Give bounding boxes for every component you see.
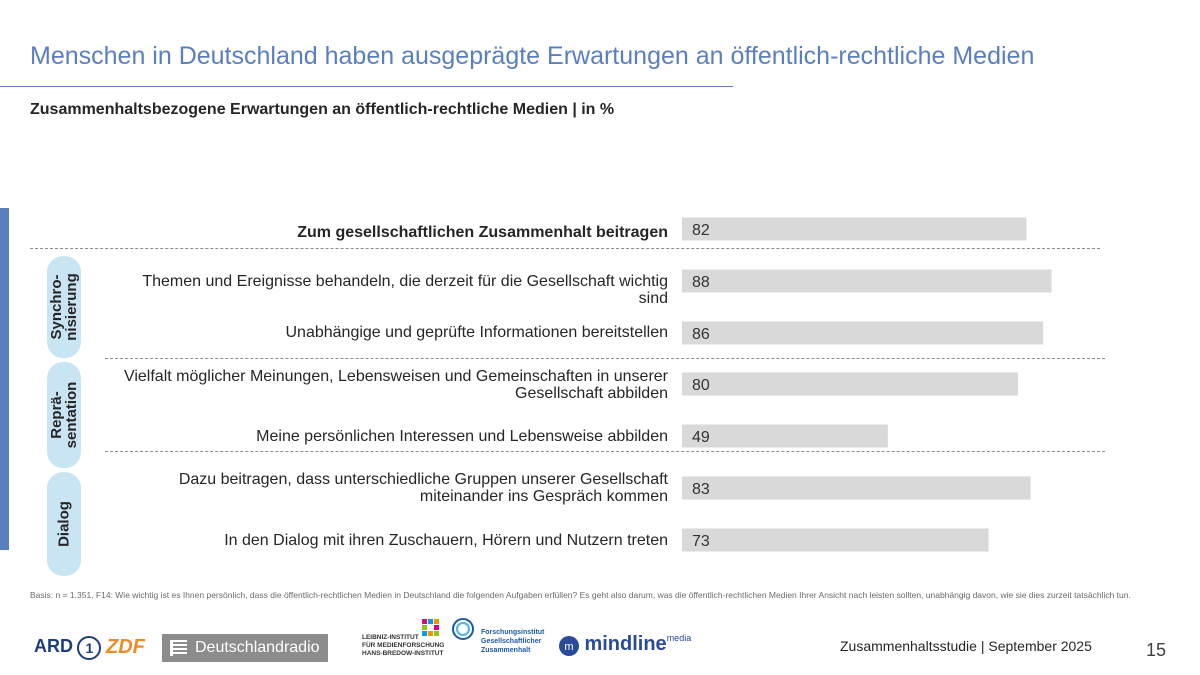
bar <box>682 269 1052 293</box>
bar-value-label: 82 <box>692 222 710 239</box>
bar <box>682 476 1031 500</box>
page-title: Menschen in Deutschland haben ausgeprägt… <box>30 42 1035 70</box>
separator-line <box>105 358 1105 359</box>
fgz-line-2: Gesellschaftlicher <box>481 638 542 645</box>
mindline-logo-text: mindline <box>584 633 667 655</box>
bar <box>682 321 1044 345</box>
leibniz-mark-icon <box>422 619 440 642</box>
svg-text:m: m <box>564 641 573 653</box>
bar-value-label: 86 <box>692 326 710 343</box>
bar-value-label: 80 <box>692 377 710 394</box>
deutschlandradio-icon <box>170 639 187 656</box>
mindline-icon: m <box>559 635 579 656</box>
ard-logo-text: ARD <box>34 636 73 657</box>
group-pill-dialog: Dialog <box>47 472 81 576</box>
page-number: 15 <box>1146 640 1167 660</box>
footer-study-label: Zusammenhaltsstudie | September 2025 <box>840 638 1092 654</box>
leibniz-institut-logo: LEIBNIZ-INSTITUT FÜR MEDIENFORSCHUNG HAN… <box>362 634 444 658</box>
bar-value-label: 73 <box>692 533 710 550</box>
mindline-logo: m mindlinemedia <box>558 633 691 657</box>
fgz-line-1: Forschungsinstitut <box>481 629 545 636</box>
bar-value-label: 49 <box>692 429 710 446</box>
ard-logo-number: 1 <box>77 636 102 660</box>
leibniz-line-3: HANS-BREDOW-INSTITUT <box>362 650 444 657</box>
bar-value-label: 88 <box>692 274 710 291</box>
category-label: Meine persönlichen Interessen und Lebens… <box>256 428 668 445</box>
title-divider <box>0 86 733 87</box>
fgz-line-3: Zusammenhalt <box>481 647 531 654</box>
left-accent-bar <box>0 208 9 550</box>
bar <box>682 528 989 552</box>
category-label: Zum gesellschaftlichen Zusammenhalt beit… <box>297 224 668 241</box>
category-label: Unabhängige und geprüfte Informationen b… <box>285 324 669 341</box>
bar <box>682 217 1027 241</box>
chart-subtitle: Zusammenhaltsbezogene Erwartungen an öff… <box>30 101 615 118</box>
category-label: Vielfalt möglicher Meinungen, Lebensweis… <box>123 368 668 402</box>
bar <box>682 372 1018 396</box>
group-pill-repraesentation: Reprä- sentation <box>47 362 81 468</box>
deutschlandradio-logo-text: Deutschlandradio <box>195 639 320 656</box>
separator-line <box>30 248 1100 249</box>
leibniz-line-2: FÜR MEDIENFORSCHUNG <box>362 642 445 649</box>
fgz-ring-icon <box>451 617 475 646</box>
separator-line <box>105 451 1105 452</box>
fgz-logo: Forschungsinstitut Gesellschaftlicher Zu… <box>481 628 544 655</box>
footnote: Basis: n = 1.351, F14: Wie wichtig ist e… <box>30 590 1131 600</box>
bar-value-label: 83 <box>692 481 710 498</box>
category-label: Themen und Ereignisse behandeln, die der… <box>142 273 668 307</box>
group-pill-synchronisierung: Synchro- nisierung <box>47 256 81 358</box>
zdf-logo: ZDF <box>106 636 145 658</box>
ard-logo: ARD 1 <box>34 636 102 660</box>
bar <box>682 424 888 448</box>
category-label: In den Dialog mit ihren Zuschauern, Höre… <box>224 532 668 549</box>
mindline-logo-sub: media <box>666 633 692 643</box>
leibniz-line-1: LEIBNIZ-INSTITUT <box>362 634 419 641</box>
deutschlandradio-logo: Deutschlandradio <box>162 634 328 662</box>
category-label: Dazu beitragen, dass unterschiedliche Gr… <box>178 471 668 505</box>
